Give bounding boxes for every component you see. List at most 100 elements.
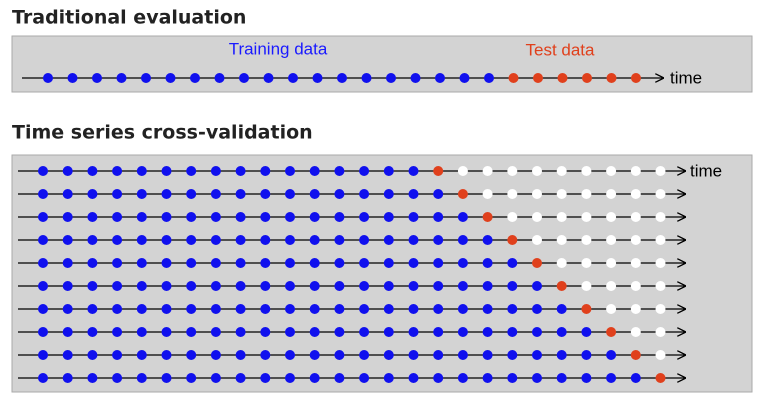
time-point xyxy=(309,212,320,222)
time-point xyxy=(408,304,419,314)
time-point xyxy=(383,212,394,222)
time-point xyxy=(630,166,641,176)
time-point xyxy=(87,166,98,176)
time-point xyxy=(410,73,421,83)
time-point xyxy=(239,73,249,83)
time-point xyxy=(161,189,172,199)
time-point xyxy=(38,166,48,176)
axis-label: time xyxy=(670,68,702,87)
time-point xyxy=(67,73,78,83)
time-point xyxy=(62,212,73,222)
time-point xyxy=(581,258,592,268)
time-point xyxy=(186,212,197,222)
time-point xyxy=(62,166,73,176)
time-point xyxy=(285,373,295,383)
time-point xyxy=(186,281,197,291)
time-point xyxy=(186,258,197,268)
training-label: Training data xyxy=(229,39,328,58)
time-point xyxy=(581,235,592,245)
time-point xyxy=(482,189,493,199)
time-point xyxy=(43,73,53,83)
time-point xyxy=(285,212,295,222)
time-point xyxy=(210,235,221,245)
time-point xyxy=(334,327,345,337)
time-point xyxy=(210,166,221,176)
time-point xyxy=(334,350,345,360)
time-point xyxy=(186,189,197,199)
test-label: Test data xyxy=(526,40,596,59)
time-point xyxy=(190,73,200,83)
time-point xyxy=(482,212,493,222)
time-point xyxy=(87,350,98,360)
time-point xyxy=(285,166,295,176)
time-point xyxy=(260,235,271,245)
time-point xyxy=(38,281,48,291)
time-point xyxy=(161,235,172,245)
time-point xyxy=(136,189,147,199)
time-point xyxy=(408,281,419,291)
time-point xyxy=(87,258,98,268)
time-point xyxy=(507,258,518,268)
time-point xyxy=(433,373,444,383)
section-title: Time series cross-validation xyxy=(12,122,313,144)
time-point xyxy=(285,281,295,291)
time-point xyxy=(433,327,444,337)
time-point xyxy=(161,166,172,176)
time-point xyxy=(359,235,370,245)
time-point xyxy=(408,327,419,337)
time-point xyxy=(433,212,444,222)
time-point xyxy=(235,166,246,176)
time-point xyxy=(334,373,345,383)
time-point xyxy=(655,235,666,245)
time-point xyxy=(309,166,320,176)
time-point xyxy=(581,212,592,222)
time-point xyxy=(433,304,444,314)
time-point xyxy=(214,73,225,83)
time-point xyxy=(260,258,271,268)
time-point xyxy=(161,304,172,314)
time-point xyxy=(482,258,493,268)
time-point xyxy=(630,281,641,291)
time-point xyxy=(87,189,98,199)
time-point xyxy=(581,373,592,383)
time-point xyxy=(235,373,246,383)
time-point xyxy=(532,258,542,268)
time-point xyxy=(532,166,542,176)
time-point xyxy=(556,373,567,383)
time-point xyxy=(87,327,98,337)
time-point xyxy=(161,258,172,268)
time-point xyxy=(630,212,641,222)
time-point xyxy=(507,166,518,176)
time-point xyxy=(556,189,567,199)
time-point xyxy=(457,281,468,291)
time-point xyxy=(260,327,271,337)
time-point xyxy=(386,73,396,83)
time-point xyxy=(581,281,592,291)
time-point xyxy=(334,258,345,268)
time-point xyxy=(582,73,592,83)
time-point xyxy=(38,212,48,222)
time-point xyxy=(459,73,470,83)
time-point xyxy=(507,212,518,222)
time-point xyxy=(556,281,567,291)
time-point xyxy=(161,327,172,337)
time-point xyxy=(359,350,370,360)
time-point xyxy=(161,212,172,222)
time-point xyxy=(87,235,98,245)
time-point xyxy=(87,373,98,383)
time-point xyxy=(533,73,543,83)
time-point xyxy=(457,304,468,314)
time-point xyxy=(38,327,48,337)
time-point xyxy=(630,304,641,314)
time-point xyxy=(433,189,444,199)
time-point xyxy=(116,73,127,83)
time-point xyxy=(507,350,518,360)
time-point xyxy=(433,166,444,176)
time-point xyxy=(235,304,246,314)
panel xyxy=(11,35,753,93)
time-point xyxy=(457,235,468,245)
time-point xyxy=(532,212,542,222)
time-point xyxy=(457,350,468,360)
time-point xyxy=(210,258,221,268)
